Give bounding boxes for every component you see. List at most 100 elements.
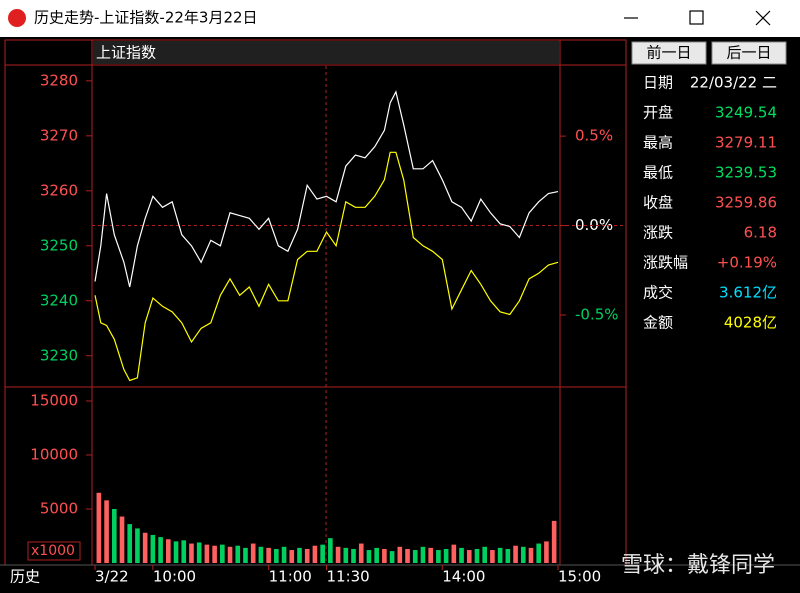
volume-bar — [358, 543, 364, 563]
info-value: +0.19% — [717, 254, 777, 272]
volume-bar — [320, 544, 325, 563]
info-label: 成交 — [643, 284, 673, 302]
info-label: 金额 — [643, 314, 673, 332]
price-line — [94, 90, 559, 288]
info-value: 6.18 — [744, 224, 777, 242]
volume-bar — [451, 544, 457, 563]
nav-button-label[interactable]: 前一日 — [646, 44, 691, 62]
volume-bar — [436, 550, 441, 563]
volume-bar — [351, 548, 356, 563]
volume-bar — [328, 538, 333, 563]
info-value: 3249.54 — [715, 104, 777, 122]
y-tick-label: 3230 — [40, 346, 78, 364]
volume-bar — [397, 546, 403, 563]
volume-bar — [520, 546, 526, 563]
volume-bar — [513, 545, 518, 563]
volume-bar — [196, 542, 202, 563]
x-tick-label: 14:00 — [442, 568, 485, 586]
volume-bar — [474, 548, 480, 563]
volume-bar — [374, 547, 379, 563]
volume-bar — [243, 547, 248, 563]
title-bar — [0, 0, 800, 37]
info-label: 收盘 — [643, 194, 673, 212]
info-value: 4028亿 — [724, 314, 777, 332]
y-tick-label: 3250 — [40, 236, 78, 254]
volume-bar — [212, 545, 217, 563]
x-tick-label: 15:00 — [558, 568, 601, 586]
volume-bar — [104, 500, 109, 563]
volume-bar — [366, 550, 372, 563]
volume-bar — [497, 547, 503, 563]
volume-bar — [443, 548, 449, 563]
volume-bar — [258, 546, 264, 563]
x-tick-label: 3/22 — [95, 568, 129, 586]
info-label: 涨跌幅 — [643, 254, 688, 272]
volume-bar — [220, 544, 225, 563]
volume-bar — [459, 547, 464, 563]
close-button[interactable] — [755, 10, 771, 26]
volume-bar — [428, 547, 433, 563]
x-tick-label: 10:00 — [153, 568, 196, 586]
info-label: 涨跌 — [643, 224, 673, 242]
unit-label-bg — [27, 541, 81, 561]
nav-button[interactable] — [711, 41, 787, 65]
volume-bar — [189, 543, 194, 563]
volume-bar — [235, 545, 241, 563]
volume-bar — [127, 524, 133, 563]
y-tick-label: 15000 — [30, 391, 78, 409]
volume-bar — [490, 550, 495, 563]
volume-bar — [389, 551, 395, 563]
volume-bar — [405, 548, 410, 563]
volume-bar — [304, 548, 310, 563]
nav-button[interactable] — [631, 41, 707, 65]
chart-title: 上证指数 — [96, 44, 156, 62]
volume-bar — [150, 534, 156, 563]
volume-bar — [158, 537, 163, 563]
volume-bar — [312, 545, 318, 563]
y2-tick-label: -0.5% — [575, 305, 619, 323]
info-value: 3259.86 — [715, 194, 777, 212]
volume-bar — [289, 550, 295, 563]
volume-bar — [227, 546, 233, 563]
volume-bar — [250, 543, 256, 563]
maximize-button[interactable] — [689, 10, 704, 25]
volume-bar — [544, 541, 549, 563]
volume-bar — [528, 547, 534, 563]
volume-bar — [412, 550, 418, 563]
volume-bar — [297, 547, 302, 563]
window-title: 历史走势-上证指数-22年3月22日 — [34, 9, 258, 27]
volume-bar — [420, 546, 426, 563]
y-tick-label: 3280 — [40, 71, 78, 89]
unit-label: x1000 — [31, 543, 75, 559]
y2-tick-label: 0.0% — [575, 216, 613, 234]
chart-header — [93, 41, 559, 64]
info-label: 日期 — [643, 74, 673, 92]
volume-bar — [335, 546, 341, 563]
volume-bar — [135, 528, 140, 563]
x-tick-label: 11:30 — [327, 568, 370, 586]
volume-bar — [382, 548, 387, 563]
volume-bar — [142, 532, 148, 563]
y-tick-label: 10000 — [30, 445, 78, 463]
x-tick-label: 11:00 — [269, 568, 312, 586]
app-icon — [8, 9, 26, 27]
price-line — [94, 151, 559, 382]
y2-tick-label: 0.5% — [575, 127, 613, 145]
nav-button-label[interactable]: 后一日 — [726, 44, 771, 62]
info-label: 开盘 — [643, 104, 673, 122]
info-value: 3279.11 — [715, 134, 777, 152]
info-value: 3.612亿 — [719, 284, 777, 302]
volume-bar — [505, 548, 511, 563]
volume-bar — [96, 492, 102, 563]
watermark: 雪球：戴锋同学 — [621, 553, 775, 578]
y-tick-label: 5000 — [40, 499, 78, 517]
footer-label: 历史 — [10, 568, 40, 586]
volume-bar — [111, 508, 117, 563]
volume-bar — [173, 541, 179, 563]
info-value: 22/03/22 二 — [690, 74, 777, 92]
volume-bar — [266, 547, 271, 563]
volume-bar — [536, 543, 542, 563]
info-value: 3239.53 — [715, 164, 777, 182]
